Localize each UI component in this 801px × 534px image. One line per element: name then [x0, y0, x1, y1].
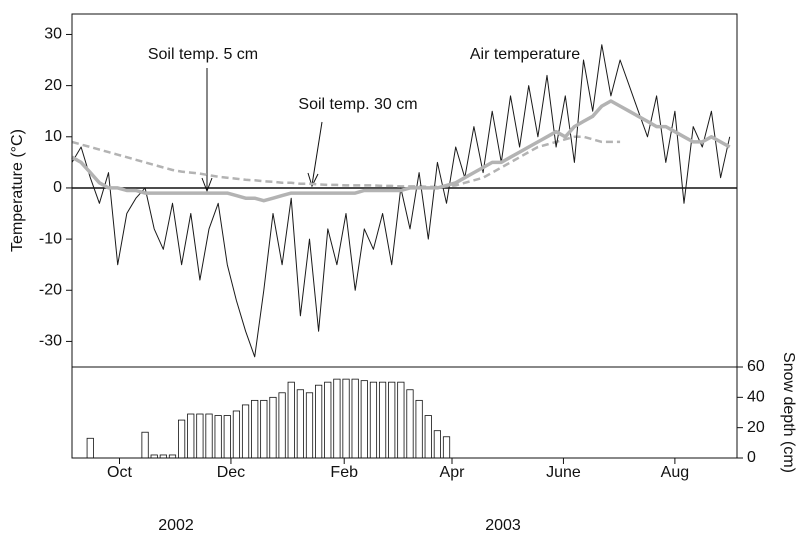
- x-tick-label: Feb: [330, 464, 358, 481]
- y-tick-label: 0: [53, 179, 62, 196]
- x-tick-label: Oct: [107, 464, 132, 481]
- bar: [86, 437, 94, 459]
- x-tick-label: Apr: [440, 464, 466, 481]
- bar: [369, 381, 378, 459]
- bar: [351, 378, 359, 459]
- y-axis-label: Temperature (°C): [9, 129, 26, 252]
- y-tick-label: 10: [44, 128, 62, 145]
- series-label: Air temperature: [470, 46, 580, 63]
- y-tick-label: 60: [747, 358, 765, 375]
- year-label: 2002: [158, 517, 194, 534]
- bar: [296, 389, 304, 459]
- bar: [333, 378, 341, 459]
- series-label: Soil temp. 5 cm: [148, 46, 258, 63]
- bar: [397, 381, 405, 459]
- panel-frame: [71, 366, 738, 459]
- bar: [196, 413, 204, 459]
- bar: [260, 399, 268, 459]
- bar: [251, 399, 259, 459]
- bar: [269, 396, 277, 459]
- bar: [187, 413, 195, 459]
- bar: [205, 413, 213, 459]
- bar: [287, 381, 295, 459]
- bar: [241, 404, 250, 459]
- bar: [442, 436, 451, 459]
- x-tick-label: Dec: [217, 464, 245, 481]
- bar: [178, 419, 186, 459]
- y-tick-label: -30: [39, 333, 62, 350]
- y-tick-label: 40: [747, 389, 765, 406]
- y-tick-label: 20: [44, 77, 62, 94]
- series-line: [71, 135, 621, 189]
- arrow-head: [307, 172, 319, 188]
- bar: [324, 381, 332, 459]
- series-line: [71, 44, 731, 358]
- y-tick-label: -20: [39, 281, 62, 298]
- bar: [141, 431, 149, 459]
- year-label: 2003: [485, 517, 521, 534]
- y-tick-label: 30: [44, 26, 62, 43]
- bar: [232, 410, 241, 459]
- bar: [433, 430, 441, 459]
- x-tick-label: Aug: [661, 464, 689, 481]
- y-tick-label: 0: [747, 449, 756, 466]
- series-label: Soil temp. 30 cm: [298, 96, 417, 113]
- y-tick-label: -10: [39, 230, 62, 247]
- bar: [315, 384, 323, 459]
- y-tick-label: 20: [747, 419, 765, 436]
- bar: [415, 399, 423, 459]
- arrow-shaft: [311, 121, 323, 186]
- x-tick-label: June: [546, 464, 581, 481]
- bar: [223, 415, 231, 459]
- bar: [214, 415, 222, 459]
- bar: [388, 381, 396, 459]
- arrow-head: [201, 177, 213, 193]
- bar: [278, 392, 286, 459]
- bar: [378, 381, 387, 459]
- bar: [360, 380, 368, 459]
- series-line: [71, 99, 731, 203]
- bar: [406, 389, 414, 459]
- bar: [342, 378, 350, 459]
- bar: [305, 392, 314, 459]
- y-axis-label: Snow depth (cm): [780, 352, 797, 473]
- bar: [424, 415, 432, 459]
